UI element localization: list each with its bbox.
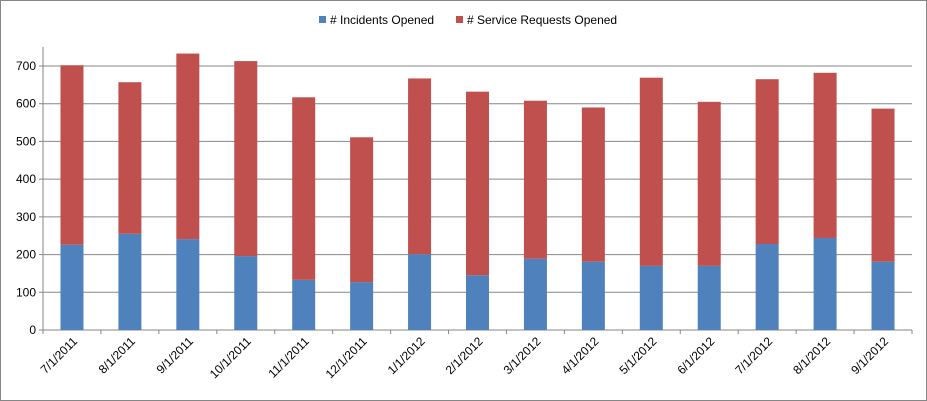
bar-incidents-11 — [697, 265, 721, 330]
legend-swatch-1 — [456, 16, 463, 23]
x-tick-label: 12/1/2011 — [323, 334, 370, 381]
x-axis-ticks: 7/1/2011 8/1/2011 9/1/2011 10/1/2011 11/1/20… — [38, 330, 913, 381]
x-tick-label: 7/1/2011 — [38, 334, 81, 377]
bar-service-requests-12 — [755, 79, 779, 245]
bar-incidents-6 — [408, 254, 432, 330]
bar-service-requests-14 — [871, 108, 895, 262]
bar-service-requests-8 — [523, 100, 547, 259]
bar-service-requests-13 — [813, 72, 837, 238]
bar-incidents-1 — [118, 233, 142, 330]
bar-service-requests-9 — [581, 107, 605, 262]
x-tick-label: 7/1/2012 — [732, 334, 775, 377]
bar-service-requests-2 — [176, 53, 200, 240]
bar-incidents-2 — [176, 239, 200, 330]
bar-incidents-5 — [350, 282, 374, 330]
legend-swatch-0 — [319, 16, 326, 23]
x-tick-label: 1/1/2012 — [385, 334, 428, 377]
y-tick-label: 500 — [16, 134, 36, 148]
y-tick-label: 700 — [16, 59, 36, 73]
bar-service-requests-1 — [118, 82, 142, 234]
legend-label-1: # Service Requests Opened — [467, 13, 617, 27]
x-tick-label: 2/1/2012 — [443, 334, 486, 377]
bar-incidents-7 — [466, 275, 489, 330]
y-tick-label: 100 — [16, 285, 36, 299]
x-tick-label: 3/1/2012 — [501, 334, 544, 377]
y-tick-label: 400 — [16, 172, 36, 186]
bar-incidents-9 — [581, 261, 605, 330]
bar-incidents-10 — [639, 265, 663, 330]
legend-label-0: # Incidents Opened — [330, 13, 434, 27]
y-tick-label: 600 — [16, 97, 36, 111]
bar-service-requests-0 — [60, 65, 84, 245]
x-tick-label: 11/1/2011 — [265, 334, 312, 381]
x-tick-label: 9/1/2011 — [154, 334, 197, 377]
bar-incidents-12 — [755, 244, 779, 330]
y-tick-label: 200 — [16, 248, 36, 262]
x-tick-label: 10/1/2011 — [207, 334, 254, 381]
bar-incidents-3 — [234, 256, 258, 330]
bar-service-requests-10 — [639, 77, 663, 266]
bar-service-requests-6 — [408, 78, 432, 255]
bar-service-requests-5 — [350, 137, 374, 283]
bar-incidents-13 — [813, 237, 837, 330]
bar-service-requests-7 — [466, 91, 489, 276]
x-tick-label: 8/1/2011 — [96, 334, 139, 377]
legend: # Incidents Opened # Service Requests Ope… — [319, 13, 617, 27]
bar-incidents-0 — [60, 244, 84, 330]
bar-service-requests-3 — [234, 61, 258, 257]
x-tick-label: 6/1/2012 — [674, 334, 717, 377]
bars — [60, 53, 895, 330]
bar-incidents-8 — [523, 258, 547, 330]
x-tick-label: 5/1/2012 — [616, 334, 659, 377]
bar-incidents-4 — [292, 279, 316, 330]
y-tick-label: 0 — [29, 323, 36, 337]
y-tick-label: 300 — [16, 210, 36, 224]
bar-service-requests-4 — [292, 97, 316, 280]
x-tick-label: 4/1/2012 — [559, 334, 602, 377]
x-tick-label: 9/1/2012 — [848, 334, 891, 377]
bar-service-requests-11 — [697, 101, 721, 266]
x-tick-label: 8/1/2012 — [790, 334, 833, 377]
bar-incidents-14 — [871, 261, 895, 330]
y-axis-ticks: 0 100 200 300 400 500 600 700 — [16, 59, 43, 337]
